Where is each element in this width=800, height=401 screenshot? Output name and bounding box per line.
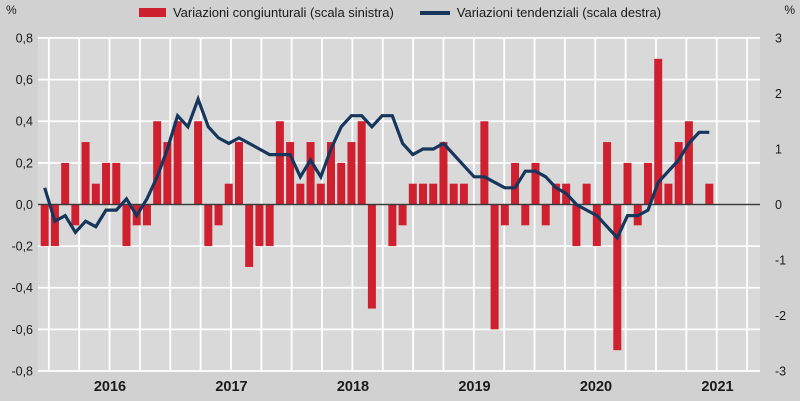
bar	[224, 183, 233, 205]
left-axis-tick-label: 0,8	[16, 31, 33, 45]
bar	[142, 204, 151, 226]
bar	[286, 142, 295, 205]
bar	[194, 121, 203, 205]
bar	[153, 121, 162, 205]
bar	[122, 204, 131, 247]
left-axis-tick-label: 0,2	[16, 156, 33, 170]
bar	[204, 204, 213, 247]
legend-item-congiunturali: Variazioni congiunturali (scala sinistra…	[138, 5, 394, 20]
bar	[40, 204, 49, 247]
x-axis-year-label: 2019	[458, 379, 490, 395]
bar	[337, 162, 346, 205]
bar	[245, 204, 254, 267]
bar	[296, 183, 305, 205]
x-axis-year-label: 2016	[94, 379, 126, 395]
x-axis-year-label: 2021	[701, 379, 733, 395]
bar	[449, 183, 458, 205]
bar	[112, 162, 121, 205]
left-axis-tick-label: 0,6	[16, 73, 33, 87]
bar	[551, 183, 560, 205]
bar	[388, 204, 397, 247]
bar	[439, 142, 448, 205]
bar	[71, 204, 80, 226]
bar	[61, 162, 70, 205]
bar	[102, 162, 111, 205]
bar	[582, 183, 591, 205]
bar	[50, 204, 59, 247]
bar	[613, 204, 622, 351]
right-axis-tick-label: -2	[775, 309, 786, 323]
trend-line	[43, 94, 710, 241]
bar	[654, 58, 663, 205]
right-axis-tick-label: 1	[775, 142, 782, 156]
bar	[214, 204, 223, 226]
left-axis-tick-label: -0,2	[11, 240, 33, 254]
bar	[357, 121, 366, 205]
x-axis-year-label: 2018	[337, 379, 369, 395]
left-axis-tick-label: -0,6	[11, 323, 33, 337]
legend-label-tendenziali: Variazioni tendenziali (scala destra)	[456, 5, 662, 20]
bar	[521, 204, 530, 226]
left-axis-tick-label: -0,4	[11, 281, 33, 295]
bar	[408, 183, 417, 205]
bar	[234, 142, 243, 205]
bar	[398, 204, 407, 226]
bar	[572, 204, 581, 247]
bar	[327, 142, 335, 205]
x-axis-year-label: 2020	[580, 379, 612, 395]
bar	[623, 162, 632, 205]
bar	[347, 142, 356, 205]
bar	[255, 204, 264, 247]
bar	[684, 121, 693, 205]
right-axis-tick-label: -1	[775, 253, 786, 267]
x-axis-year-label: 2017	[215, 379, 247, 395]
bar	[500, 204, 509, 226]
legend: Variazioni congiunturali (scala sinistra…	[0, 5, 800, 20]
bar	[163, 142, 172, 205]
bar	[316, 183, 325, 205]
left-axis-tick-label: 0,0	[16, 198, 33, 212]
right-axis-unit-label: %	[784, 3, 795, 17]
bar	[81, 142, 90, 205]
bar	[643, 162, 652, 205]
bar	[541, 204, 550, 226]
bar	[592, 204, 601, 247]
bar-series-swatch-icon	[138, 8, 166, 17]
bar	[511, 162, 520, 205]
bar	[173, 121, 182, 205]
bar	[429, 183, 438, 205]
bar	[91, 183, 100, 205]
right-axis-tick-label: 0	[775, 198, 782, 212]
bar	[480, 121, 489, 205]
legend-item-tendenziali: Variazioni tendenziali (scala destra)	[419, 5, 662, 20]
bar	[367, 204, 376, 309]
bar	[490, 204, 499, 330]
bar	[531, 162, 540, 205]
bar	[459, 183, 468, 205]
left-axis-tick-label: 0,4	[16, 115, 33, 129]
right-axis-tick-label: 3	[775, 31, 782, 45]
bar	[275, 121, 284, 205]
left-axis-tick-label: -0,8	[11, 364, 33, 378]
bar	[419, 183, 428, 205]
right-axis-tick-label: -3	[775, 364, 786, 378]
bar	[603, 142, 612, 205]
left-axis-unit-label: %	[6, 3, 17, 17]
bar	[674, 142, 683, 205]
line-series-swatch-icon	[419, 10, 450, 15]
bar	[705, 183, 714, 205]
legend-label-congiunturali: Variazioni congiunturali (scala sinistra…	[172, 5, 394, 20]
bar	[664, 183, 673, 205]
bar	[265, 204, 274, 247]
bar	[306, 142, 315, 205]
right-axis-tick-label: 2	[775, 87, 782, 101]
